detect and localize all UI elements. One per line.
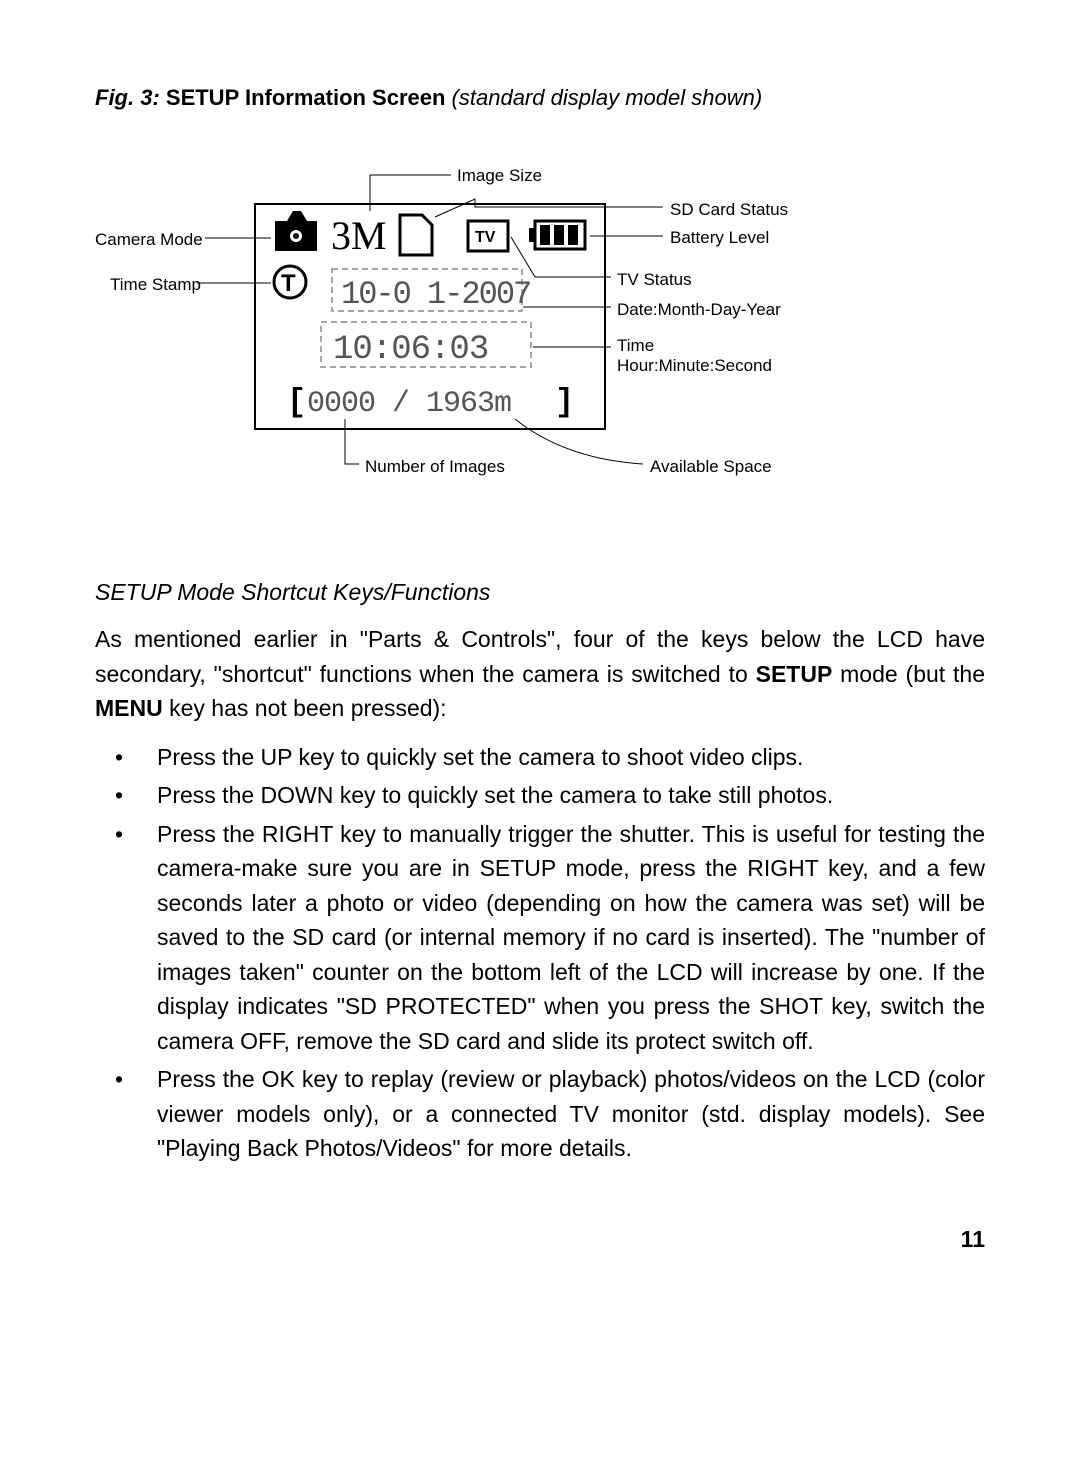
figure-title: SETUP Information Screen <box>166 85 452 110</box>
figure-prefix: Fig. 3: <box>95 85 166 110</box>
svg-text:TV: TV <box>475 229 496 246</box>
diagram-svg: 3M TV T <box>95 129 985 509</box>
bullet-down: Press the DOWN key to quickly set the ca… <box>95 778 985 813</box>
svg-text:]: ] <box>555 384 574 421</box>
setup-screen-diagram: Camera Mode Time Stamp Image Size SD Car… <box>95 129 985 509</box>
battery-icon <box>529 221 585 249</box>
section-heading: SETUP Mode Shortcut Keys/Functions <box>95 579 985 606</box>
svg-text:T: T <box>281 270 296 297</box>
figure-caption: Fig. 3: SETUP Information Screen (standa… <box>95 85 985 111</box>
lcd-counter-value: 0000 / 1963m <box>307 387 511 421</box>
svg-text:[: [ <box>287 384 306 421</box>
bullet-ok: Press the OK key to replay (review or pl… <box>95 1062 985 1166</box>
intro-paragraph: As mentioned earlier in "Parts & Control… <box>95 622 985 726</box>
bullet-list: Press the UP key to quickly set the came… <box>95 740 985 1166</box>
lcd-date-value: 10-0 1-2007 <box>341 276 530 313</box>
page: Fig. 3: SETUP Information Screen (standa… <box>0 0 1080 1313</box>
timestamp-icon: T <box>274 266 306 298</box>
sd-card-icon <box>400 215 432 255</box>
page-number: 11 <box>95 1226 985 1253</box>
bullet-right: Press the RIGHT key to manually trigger … <box>95 817 985 1059</box>
camera-icon <box>275 211 317 251</box>
figure-subtitle: (standard display model shown) <box>452 85 763 110</box>
lcd-image-size: 3M <box>331 213 387 258</box>
bullet-up: Press the UP key to quickly set the came… <box>95 740 985 775</box>
tv-icon: TV <box>468 221 508 251</box>
lcd-time-value: 10:06:03 <box>333 331 488 369</box>
